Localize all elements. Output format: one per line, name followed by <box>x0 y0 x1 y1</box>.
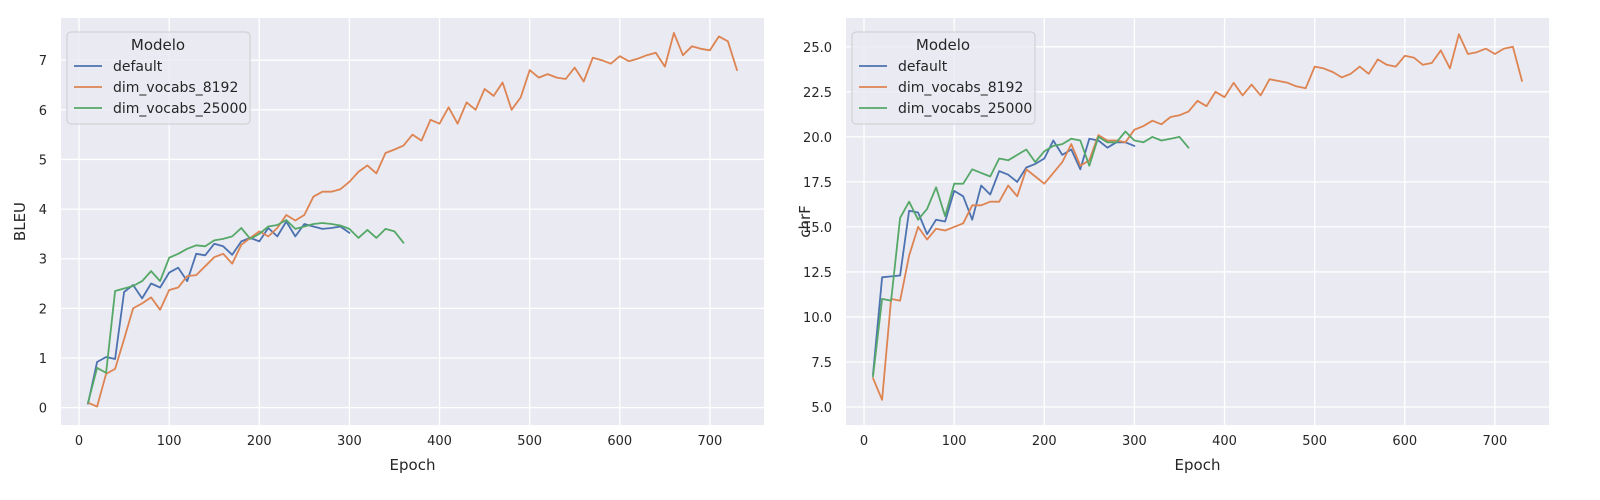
y-tick-label: 1 <box>39 352 47 367</box>
x-axis-label: Epoch <box>390 456 436 474</box>
y-tick-label: 7 <box>39 54 47 69</box>
x-tick-label: 600 <box>1392 434 1417 449</box>
x-tick-label: 100 <box>942 434 967 449</box>
x-tick-label: 500 <box>1302 434 1327 449</box>
x-tick-label: 200 <box>1032 434 1057 449</box>
legend-box <box>66 31 251 125</box>
chrf-chart: 0 100 200 300 400 500 600 700 5.0 7.5 10.0 12.5 15.0… <box>796 18 1549 474</box>
y-tick-label: 5 <box>39 153 47 168</box>
y-tick-label: 22.5 <box>803 86 832 101</box>
y-tick-label: 7.5 <box>811 356 832 371</box>
legend: Modelo default dim_vocabs_8192 dim_vocabs_2… <box>66 31 251 125</box>
legend-entry-label: dim_vocabs_8192 <box>898 80 1023 96</box>
legend: Modelo default dim_vocabs_8192 dim_vocabs_2… <box>851 31 1036 125</box>
series-line-default <box>872 137 1136 376</box>
x-tick-label: 700 <box>698 434 723 449</box>
legend-entry-label: dim_vocabs_25000 <box>113 101 247 117</box>
x-tick-label: 400 <box>427 434 452 449</box>
series-line-dim-vocabs-25000 <box>87 219 405 404</box>
x-tick-label: 300 <box>1122 434 1147 449</box>
y-tick-label: 12.5 <box>803 266 832 281</box>
y-tick-label: 4 <box>39 203 47 218</box>
x-tick-label: 400 <box>1212 434 1237 449</box>
y-tick-label: 17.5 <box>803 176 832 191</box>
legend-title: Modelo <box>131 36 185 54</box>
x-tick-label: 0 <box>75 434 83 449</box>
legend-title: Modelo <box>916 36 970 54</box>
x-tick-label: 0 <box>860 434 868 449</box>
y-tick-label: 2 <box>39 302 47 317</box>
y-tick-label: 15.0 <box>803 221 832 236</box>
y-tick-label: 10.0 <box>803 311 832 326</box>
x-tick-label: 600 <box>607 434 632 449</box>
series-line-dim-vocabs-8192 <box>872 33 1523 401</box>
legend-entry-label: default <box>898 59 948 75</box>
y-tick-label: 0 <box>39 402 47 417</box>
y-tick-label: 25.0 <box>803 41 832 56</box>
y-axis-label: chrF <box>796 205 814 238</box>
x-axis-label: Epoch <box>1175 456 1221 474</box>
legend-entry-label: dim_vocabs_25000 <box>898 101 1032 117</box>
y-axis-label: BLEU <box>11 202 29 241</box>
bleu-chart: 0 100 200 300 400 500 600 700 0 1 2 3 4 5 6 7 Epoch BLEU M… <box>11 18 764 474</box>
legend-entry-label: default <box>113 59 163 75</box>
series-line-dim-vocabs-25000 <box>872 130 1190 378</box>
x-tick-label: 300 <box>337 434 362 449</box>
y-tick-label: 6 <box>39 104 47 119</box>
x-tick-label: 200 <box>247 434 272 449</box>
x-tick-label: 700 <box>1483 434 1508 449</box>
x-tick-label: 500 <box>517 434 542 449</box>
x-tick-label: 100 <box>157 434 182 449</box>
y-tick-label: 20.0 <box>803 131 832 146</box>
series-line-dim-vocabs-8192 <box>87 32 738 408</box>
y-tick-label: 5.0 <box>811 401 832 416</box>
y-tick-label: 3 <box>39 253 47 268</box>
legend-entry-label: dim_vocabs_8192 <box>113 80 238 96</box>
legend-box <box>851 31 1036 125</box>
